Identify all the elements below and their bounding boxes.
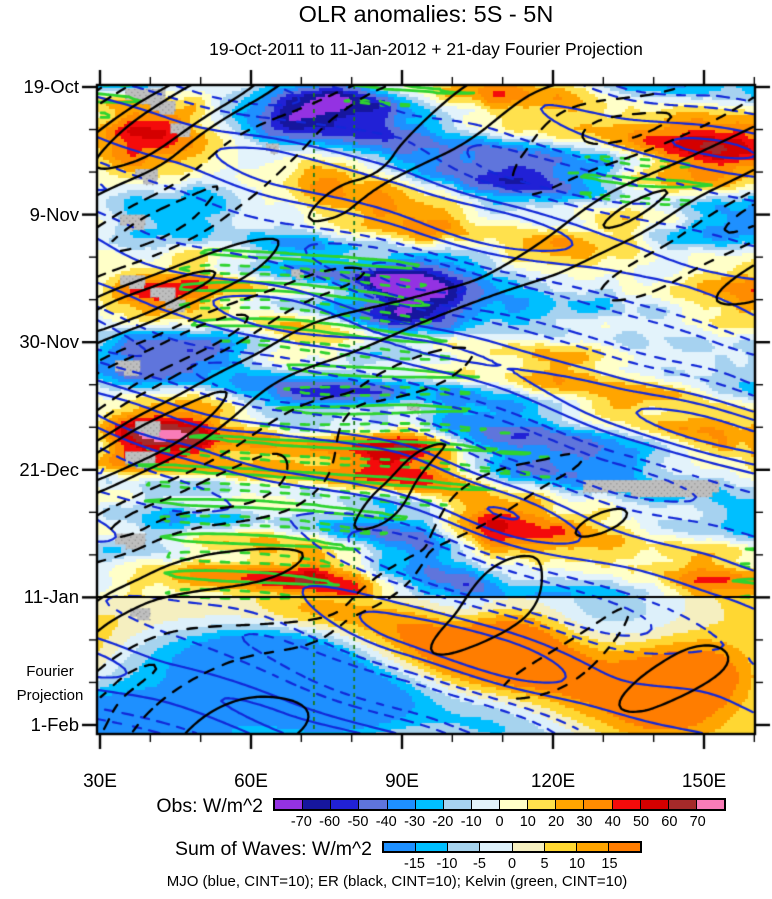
colorbar-cell: [359, 800, 388, 809]
colorbar-cell: [416, 843, 449, 851]
colorbar-tick-label: -50: [347, 814, 369, 830]
fourier-annotation-line2: Projection: [16, 687, 84, 704]
colorbar-cell: [471, 800, 500, 809]
colorbar-cell: [584, 800, 613, 809]
y-tick-label: 30-Nov: [19, 331, 79, 353]
colorbar-tick-label: -40: [375, 814, 397, 830]
page-subtitle: 19-Oct-2011 to 11-Jan-2012 + 21-day Four…: [209, 39, 643, 59]
colorbar-tick-label: -70: [290, 814, 312, 830]
colorbar-tick-label: -15: [404, 856, 425, 872]
x-tick-label: 30E: [83, 771, 117, 792]
obs-colorbar-label: Obs: W/m^2: [156, 795, 263, 817]
colorbar-cell: [500, 800, 529, 809]
colorbar-cell: [443, 800, 472, 809]
colorbar-cell: [528, 800, 557, 809]
colorbar-tick-label: -10: [436, 856, 458, 872]
y-tick-label: 1-Feb: [30, 714, 79, 735]
colorbar-tick-label: -60: [319, 814, 341, 830]
colorbar-tick-label: 0: [495, 814, 504, 830]
colorbar-cell: [415, 800, 444, 809]
colorbar-tick-label: 70: [689, 814, 706, 830]
colorbar-tick-label: 10: [568, 856, 586, 872]
colorbar-tick-label: 50: [632, 814, 650, 830]
y-tick-label: 11-Jan: [23, 586, 79, 608]
colorbar-cell: [480, 843, 513, 851]
contour-legend-caption: MJO (blue, CINT=10); ER (black, CINT=10)…: [166, 873, 628, 890]
fourier-annotation-line1: Fourier: [26, 663, 74, 680]
colorbar-tick-label: 20: [548, 814, 565, 830]
x-tick-label: 150E: [681, 771, 727, 792]
colorbar-tick-label: -10: [460, 814, 482, 830]
colorbar-cell: [331, 800, 360, 809]
colorbar-cell: [640, 800, 669, 809]
colorbar-cell: [448, 843, 481, 851]
colorbar-tick-label: 10: [519, 814, 536, 830]
y-tick-label: 9-Nov: [29, 203, 79, 225]
colorbar-tick-label: 60: [661, 814, 678, 830]
colorbar-cell: [275, 800, 304, 809]
colorbar-tick-label: 15: [601, 856, 618, 872]
colorbar-tick-label: -20: [432, 814, 454, 830]
colorbar-cell: [544, 843, 577, 851]
colorbar-cell: [303, 800, 332, 809]
sum-colorbar-label: Sum of Waves: W/m^2: [175, 838, 372, 860]
colorbar-tick-label: -30: [404, 814, 426, 830]
colorbar-cell: [608, 843, 640, 851]
page-title: OLR anomalies: 5S - 5N: [298, 1, 554, 27]
colorbar-cell: [696, 800, 724, 809]
obs-colorbar: [273, 798, 726, 811]
x-tick-label: 60E: [234, 771, 268, 792]
y-tick-label: 19-Oct: [23, 76, 79, 97]
colorbar-tick-label: 0: [507, 856, 517, 872]
colorbar-cell: [612, 800, 641, 809]
colorbar-tick-label: -5: [473, 856, 486, 872]
colorbar-cell: [512, 843, 545, 851]
colorbar-cell: [576, 843, 609, 851]
colorbar-cell: [387, 800, 416, 809]
colorbar-cell: [384, 843, 417, 851]
y-tick-label: 21-Dec: [19, 458, 79, 480]
colorbar-cell: [668, 800, 697, 809]
colorbar-tick-label: 30: [576, 814, 593, 830]
x-tick-label: 90E: [385, 771, 419, 792]
colorbar-cell: [556, 800, 585, 809]
sum-colorbar: [382, 841, 642, 853]
colorbar-tick-label: 5: [540, 856, 549, 872]
x-tick-label: 120E: [530, 771, 576, 792]
colorbar-tick-label: 40: [604, 814, 621, 830]
